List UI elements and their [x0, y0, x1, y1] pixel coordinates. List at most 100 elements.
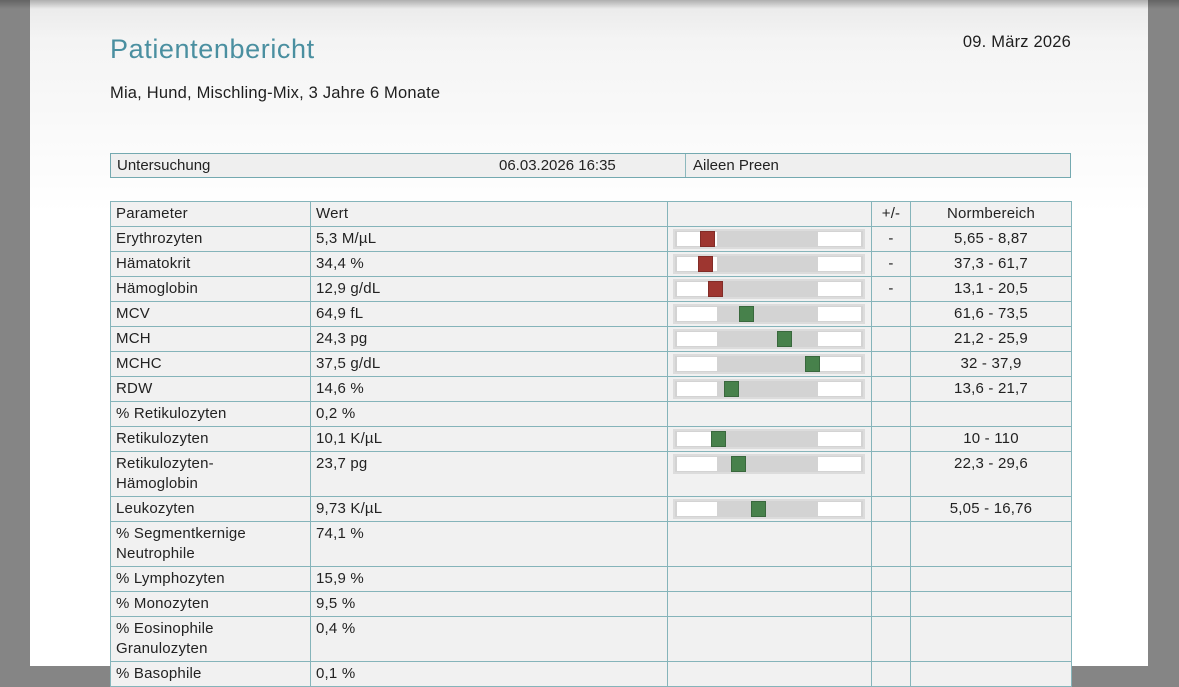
above-range-zone	[818, 307, 861, 321]
header-bar	[667, 201, 872, 227]
normbereich-cell	[910, 616, 1072, 662]
flag-cell	[871, 521, 911, 567]
table-row: Hämatokrit 34,4 % - 37,3 - 61,7	[110, 251, 1072, 277]
value-cell: 24,3 pg	[310, 326, 668, 352]
value-cell: 15,9 %	[310, 566, 668, 592]
below-range-zone	[677, 382, 717, 396]
value-cell: 64,9 fL	[310, 301, 668, 327]
parameter-cell: RDW	[110, 376, 311, 402]
parameter-name: % Retikulozyten	[116, 405, 227, 422]
parameter-cell: % Segmentkernige Neutrophile	[110, 521, 311, 567]
table-row: Retikulozyten 10,1 K/µL 10 - 110	[110, 426, 1072, 452]
normbereich-cell: 61,6 - 73,5	[910, 301, 1072, 327]
value-cell: 10,1 K/µL	[310, 426, 668, 452]
range-bar-cell	[667, 326, 872, 352]
flag-cell	[871, 401, 911, 427]
range-bar	[673, 379, 865, 399]
result-marker	[730, 456, 746, 472]
flag-cell: -	[871, 251, 911, 277]
value-cell: 12,9 g/dL	[310, 276, 668, 302]
flag-cell	[871, 376, 911, 402]
header-normbereich: Normbereich	[910, 201, 1072, 227]
table-row: % Basophile 0,1 %	[110, 661, 1072, 687]
parameter-name: MCHC	[116, 355, 162, 372]
table-row: Hämoglobin 12,9 g/dL - 13,1 - 20,5	[110, 276, 1072, 302]
above-range-zone	[818, 332, 861, 346]
parameter-name: % Monozyten	[116, 595, 210, 612]
range-bar	[673, 499, 865, 519]
flag-cell	[871, 591, 911, 617]
parameter-name: % Eosinophile Granulozyten	[116, 620, 214, 657]
range-bar-cell	[667, 226, 872, 252]
lab-table-body: Erythrozyten 5,3 M/µL - 5,65 - 8,87 Häma…	[110, 226, 1072, 687]
header-row: Parameter Wert +/- Normbereich	[110, 201, 1072, 227]
value-cell: 23,7 pg	[310, 451, 668, 497]
parameter-cell: % Monozyten	[110, 591, 311, 617]
page-title: Patientenbericht	[110, 34, 315, 64]
normbereich-cell	[910, 591, 1072, 617]
table-row: MCHC 37,5 g/dL 32 - 37,9	[110, 351, 1072, 377]
flag-cell: -	[871, 226, 911, 252]
range-bar-cell	[667, 661, 872, 687]
below-range-zone	[677, 332, 717, 346]
range-bar-cell	[667, 521, 872, 567]
parameter-name: Hämatokrit	[116, 255, 191, 272]
report-date: 09. März 2026	[962, 33, 1071, 51]
parameter-cell: Hämoglobin	[110, 276, 311, 302]
parameter-cell: MCHC	[110, 351, 311, 377]
result-marker	[776, 331, 792, 347]
table-row: % Retikulozyten 0,2 %	[110, 401, 1072, 427]
flag-cell	[871, 326, 911, 352]
parameter-name: % Segmentkernige Neutrophile	[116, 525, 246, 562]
range-bar	[673, 329, 865, 349]
normbereich-cell: 5,65 - 8,87	[910, 226, 1072, 252]
table-row: MCV 64,9 fL 61,6 - 73,5	[110, 301, 1072, 327]
lab-table-header: Parameter Wert +/- Normbereich	[110, 201, 1072, 227]
range-bar	[673, 454, 865, 474]
range-bar-cell	[667, 616, 872, 662]
normbereich-cell: 32 - 37,9	[910, 351, 1072, 377]
exam-divider	[685, 154, 686, 177]
table-row: RDW 14,6 % 13,6 - 21,7	[110, 376, 1072, 402]
range-bar-cell	[667, 426, 872, 452]
exam-label: Untersuchung	[117, 157, 211, 174]
exam-section: Untersuchung 06.03.2026 16:35 Aileen Pre…	[110, 153, 1071, 178]
parameter-cell: MCV	[110, 301, 311, 327]
header-flag: +/-	[871, 201, 911, 227]
patient-summary: Mia, Hund, Mischling-Mix, 3 Jahre 6 Mona…	[110, 84, 441, 102]
range-bar-cell	[667, 251, 872, 277]
result-marker	[751, 501, 767, 517]
flag-cell	[871, 451, 911, 497]
value-cell: 74,1 %	[310, 521, 668, 567]
range-bar-cell	[667, 496, 872, 522]
table-row: Erythrozyten 5,3 M/µL - 5,65 - 8,87	[110, 226, 1072, 252]
result-marker	[739, 306, 755, 322]
table-row: MCH 24,3 pg 21,2 - 25,9	[110, 326, 1072, 352]
above-range-zone	[818, 232, 861, 246]
exam-examiner: Aileen Preen	[693, 157, 779, 174]
range-bar-cell	[667, 566, 872, 592]
parameter-name: Leukozyten	[116, 500, 195, 517]
result-marker	[711, 431, 727, 447]
value-cell: 14,6 %	[310, 376, 668, 402]
below-range-zone	[677, 282, 717, 296]
lab-results-table: Parameter Wert +/- Normbereich Erythrozy…	[110, 201, 1072, 687]
range-bar	[673, 229, 865, 249]
parameter-name: Hämoglobin	[116, 280, 199, 297]
parameter-cell: % Eosinophile Granulozyten	[110, 616, 311, 662]
above-range-zone	[818, 457, 861, 471]
result-marker	[805, 356, 821, 372]
parameter-name: % Basophile	[116, 665, 202, 682]
above-range-zone	[818, 432, 861, 446]
parameter-cell: Leukozyten	[110, 496, 311, 522]
above-range-zone	[818, 382, 861, 396]
table-row: % Eosinophile Granulozyten 0,4 %	[110, 616, 1072, 662]
above-range-zone	[818, 257, 861, 271]
flag-cell	[871, 301, 911, 327]
normbereich-cell	[910, 521, 1072, 567]
range-bar	[673, 254, 865, 274]
table-row: % Monozyten 9,5 %	[110, 591, 1072, 617]
normbereich-cell: 37,3 - 61,7	[910, 251, 1072, 277]
parameter-cell: MCH	[110, 326, 311, 352]
normbereich-cell: 13,1 - 20,5	[910, 276, 1072, 302]
